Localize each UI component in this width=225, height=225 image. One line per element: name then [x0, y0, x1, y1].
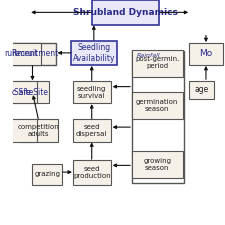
- FancyBboxPatch shape: [132, 50, 183, 76]
- Text: germination
season: germination season: [136, 99, 178, 112]
- FancyBboxPatch shape: [14, 81, 50, 104]
- FancyBboxPatch shape: [11, 81, 37, 104]
- FancyBboxPatch shape: [71, 40, 117, 65]
- Text: Mo: Mo: [199, 50, 213, 58]
- FancyBboxPatch shape: [189, 43, 223, 65]
- FancyBboxPatch shape: [73, 119, 111, 142]
- Text: Rainfall: Rainfall: [137, 53, 161, 58]
- Text: Recruitment: Recruitment: [11, 50, 58, 58]
- Text: seedling
survival: seedling survival: [77, 86, 106, 99]
- Text: growing
season: growing season: [143, 158, 171, 171]
- Text: post-germin.
period: post-germin. period: [135, 56, 180, 70]
- FancyBboxPatch shape: [32, 164, 62, 184]
- FancyBboxPatch shape: [73, 160, 111, 184]
- Text: ruitment: ruitment: [4, 50, 38, 58]
- FancyBboxPatch shape: [132, 92, 183, 119]
- Text: seed
production: seed production: [73, 166, 110, 179]
- Text: c Site: c Site: [12, 88, 34, 97]
- FancyBboxPatch shape: [11, 43, 41, 65]
- Text: Safe Site: Safe Site: [14, 88, 48, 97]
- Text: competition
adults: competition adults: [18, 124, 60, 137]
- FancyBboxPatch shape: [73, 81, 111, 104]
- Text: grazing: grazing: [34, 171, 60, 177]
- FancyBboxPatch shape: [11, 119, 37, 142]
- FancyBboxPatch shape: [92, 0, 160, 25]
- FancyBboxPatch shape: [20, 119, 58, 142]
- FancyBboxPatch shape: [132, 151, 183, 178]
- Text: Seedling
Availability: Seedling Availability: [73, 43, 115, 63]
- FancyBboxPatch shape: [189, 81, 214, 99]
- FancyBboxPatch shape: [14, 43, 56, 65]
- Text: age: age: [195, 86, 209, 94]
- Text: seed
dispersal: seed dispersal: [76, 124, 107, 137]
- Text: Shrubland Dynamics: Shrubland Dynamics: [73, 8, 178, 17]
